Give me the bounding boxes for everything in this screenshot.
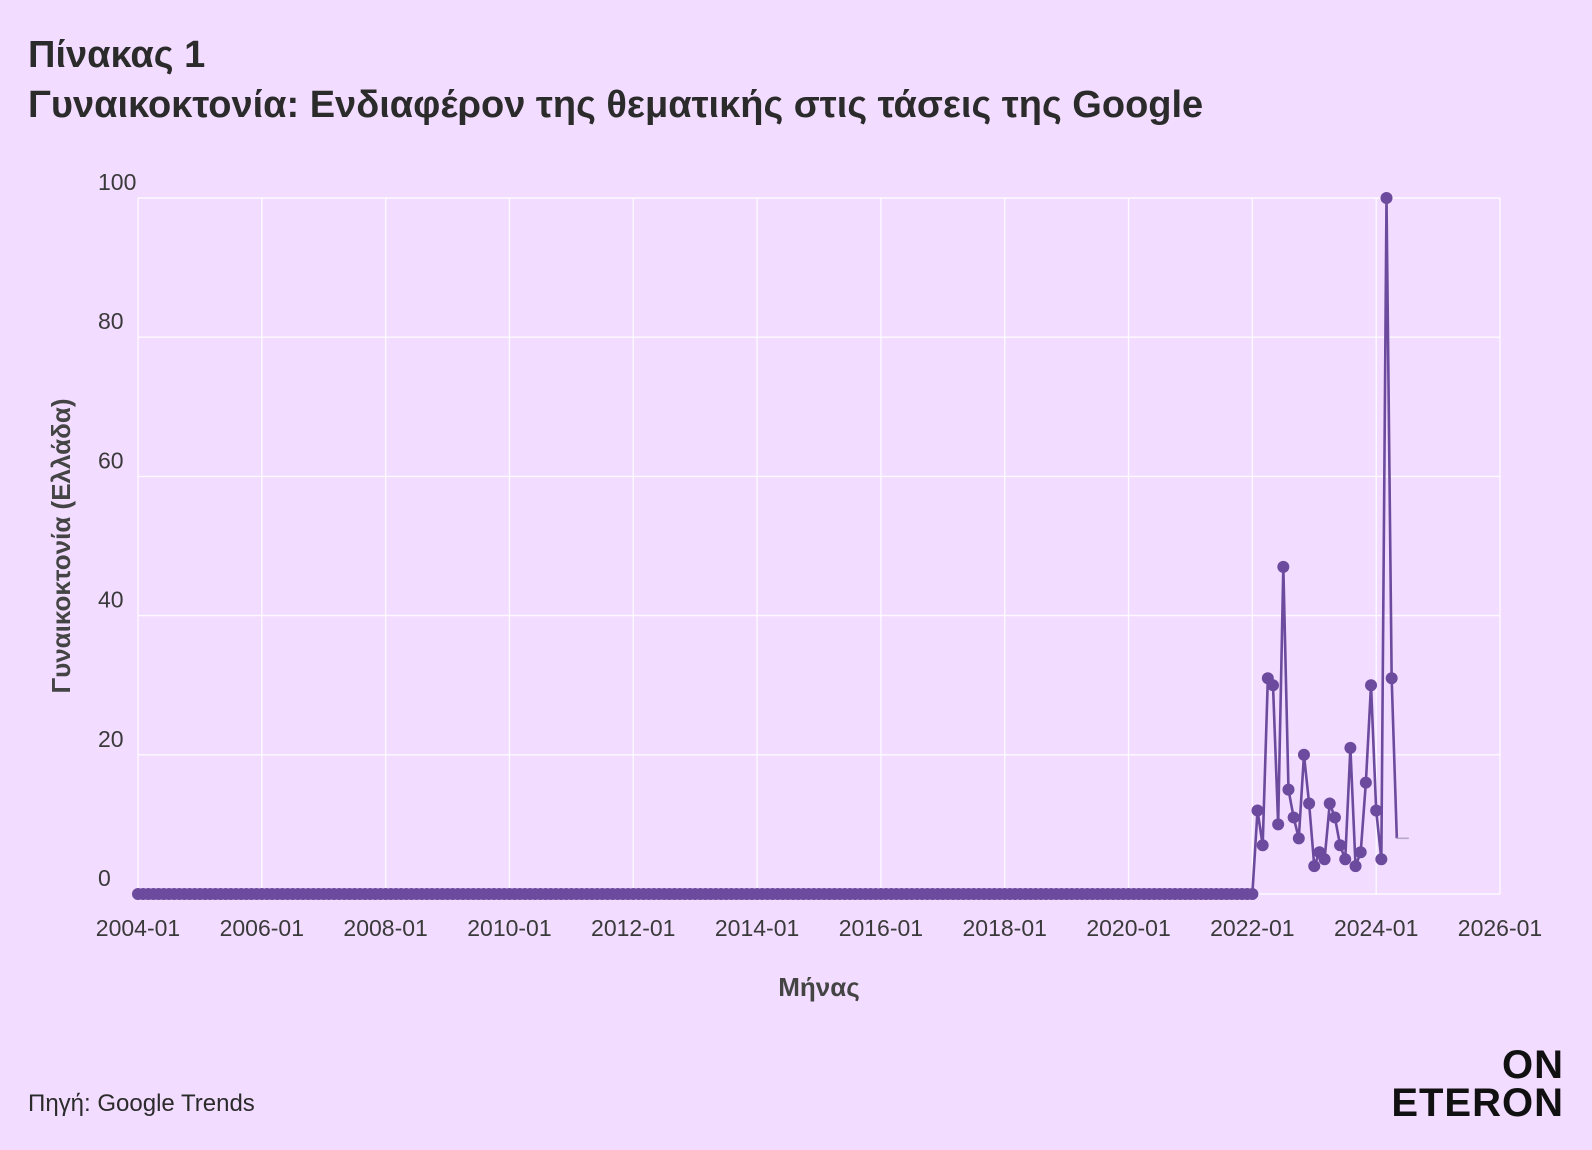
- data-point: [1272, 818, 1285, 831]
- data-point: [1282, 783, 1295, 796]
- data-point: [1308, 860, 1321, 873]
- data-point: [1292, 832, 1305, 845]
- data-point: [1328, 811, 1341, 824]
- data-point: [1251, 804, 1264, 817]
- figure-number: Πίνακας 1: [28, 34, 206, 76]
- series-layer: [132, 192, 1409, 900]
- x-axis-ticks: 2004-01 2006-01 2008-01 2010-01 2012-01 2014-…: [96, 915, 1542, 941]
- x-tick-label: 2020-01: [1086, 915, 1170, 941]
- data-point: [1349, 860, 1362, 873]
- data-point: [1339, 853, 1352, 866]
- data-point: [1256, 839, 1269, 852]
- grid: [137, 197, 1501, 895]
- x-tick-label: 2006-01: [220, 915, 304, 941]
- data-point: [1370, 804, 1383, 817]
- title-block: Πίνακας 1 Γυναικοκτονία: Ενδιαφέρον της …: [28, 30, 1203, 130]
- x-tick-label: 2014-01: [715, 915, 799, 941]
- data-point: [1375, 853, 1388, 866]
- data-point: [1380, 192, 1393, 204]
- data-point: [1323, 797, 1336, 810]
- eteron-logo: ON ETERON: [1391, 1043, 1564, 1125]
- logo-line-1: ON: [1502, 1043, 1564, 1087]
- data-point: [1385, 672, 1398, 685]
- data-point: [1354, 846, 1367, 859]
- data-point: [1344, 741, 1357, 754]
- x-tick-label: 2018-01: [963, 915, 1047, 941]
- data-point: [1359, 776, 1372, 789]
- y-axis-title: Γυναικοκτονία (Ελλάδα): [46, 398, 76, 693]
- data-point: [1267, 679, 1279, 692]
- y-tick-label: 80: [98, 308, 124, 334]
- logo-line-2: ETERON: [1391, 1081, 1564, 1125]
- x-tick-label: 2008-01: [343, 915, 427, 941]
- series-line: [138, 196, 1399, 896]
- x-tick-label: 2024-01: [1334, 915, 1418, 941]
- y-axis-ticks: 0 20 40 60 80 100: [98, 169, 136, 891]
- data-point: [1303, 797, 1316, 810]
- y-tick-label: 100: [98, 169, 136, 195]
- y-tick-label: 20: [98, 726, 124, 752]
- data-point: [1318, 853, 1331, 866]
- y-tick-label: 0: [98, 865, 111, 891]
- x-tick-label: 2016-01: [839, 915, 923, 941]
- x-tick-label: 2026-01: [1458, 915, 1542, 941]
- x-tick-label: 2022-01: [1210, 915, 1294, 941]
- x-tick-label: 2004-01: [96, 915, 180, 941]
- data-point: [1334, 839, 1347, 852]
- data-point: [1246, 888, 1259, 900]
- x-axis-title: Μήνας: [778, 972, 860, 1002]
- x-tick-label: 2010-01: [467, 915, 551, 941]
- y-tick-label: 60: [98, 447, 124, 473]
- data-point: [1365, 679, 1378, 692]
- source-note: Πηγή: Google Trends: [28, 1090, 255, 1117]
- data-point: [1287, 811, 1300, 824]
- x-tick-label: 2012-01: [591, 915, 675, 941]
- data-point: [1297, 748, 1310, 761]
- y-tick-label: 40: [98, 587, 124, 613]
- figure-title: Γυναικοκτονία: Ενδιαφέρον της θεματικής …: [28, 84, 1204, 126]
- data-point: [1277, 560, 1290, 573]
